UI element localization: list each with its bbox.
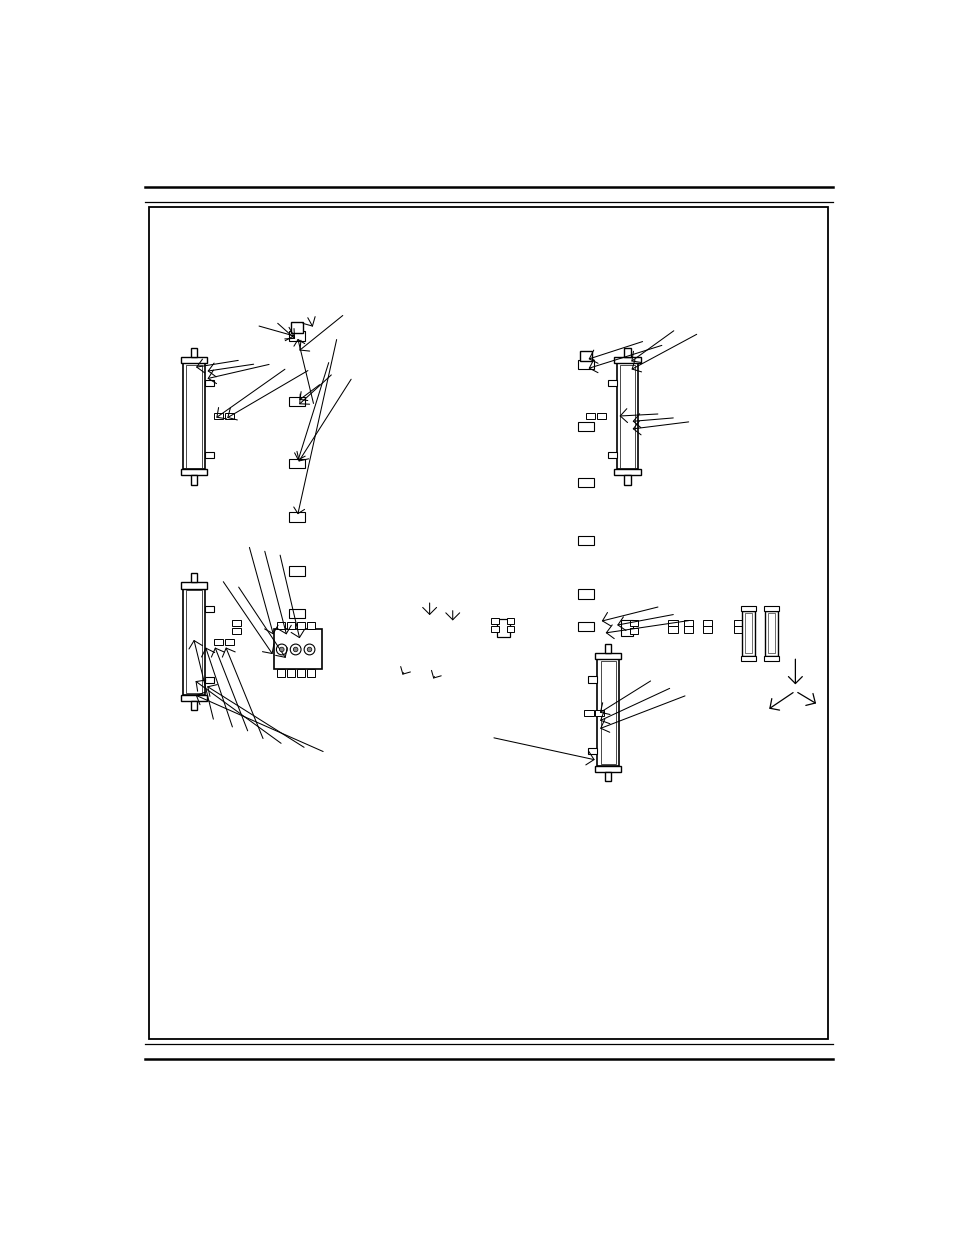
Bar <box>616 363 638 469</box>
Bar <box>506 626 514 632</box>
Bar <box>629 620 637 626</box>
Bar <box>595 653 620 659</box>
Bar <box>181 695 207 701</box>
Bar <box>191 701 197 710</box>
Bar <box>595 766 620 772</box>
Bar <box>668 626 677 632</box>
Bar <box>619 364 635 468</box>
Bar <box>297 621 305 630</box>
Bar <box>289 567 305 576</box>
Bar <box>274 630 321 669</box>
Bar <box>624 347 630 357</box>
Bar <box>183 363 205 469</box>
Bar <box>578 359 593 369</box>
Bar <box>620 620 632 636</box>
Circle shape <box>279 647 284 652</box>
Bar <box>614 469 640 475</box>
Bar <box>614 357 640 363</box>
Bar <box>205 677 213 683</box>
Bar <box>624 475 630 484</box>
Bar <box>578 589 593 599</box>
Bar <box>668 620 677 626</box>
Bar <box>743 614 752 653</box>
Bar <box>763 605 779 611</box>
Bar <box>607 452 616 458</box>
Bar <box>702 626 712 632</box>
Bar <box>683 620 692 626</box>
Bar <box>183 589 205 695</box>
Bar <box>191 347 197 357</box>
Circle shape <box>307 647 312 652</box>
Bar <box>767 614 775 653</box>
Bar <box>232 627 241 634</box>
Bar <box>497 619 510 637</box>
Bar <box>491 618 498 624</box>
Bar <box>764 611 777 656</box>
Bar <box>741 611 754 656</box>
Bar <box>191 573 197 583</box>
Circle shape <box>290 645 301 655</box>
Bar <box>289 458 305 468</box>
Bar <box>291 322 303 333</box>
Bar <box>205 452 213 458</box>
Bar <box>491 626 498 632</box>
Bar <box>289 609 305 618</box>
Bar <box>597 659 618 766</box>
Bar <box>225 638 233 645</box>
Bar <box>191 475 197 484</box>
Circle shape <box>276 645 287 655</box>
Bar <box>584 710 593 716</box>
Bar <box>213 638 223 645</box>
Bar <box>277 621 285 630</box>
Bar <box>740 656 756 661</box>
Bar <box>740 605 756 611</box>
Bar <box>181 583 207 589</box>
Circle shape <box>293 647 297 652</box>
Bar <box>600 661 616 764</box>
Bar <box>585 412 595 419</box>
Bar <box>289 331 305 341</box>
Bar <box>733 626 742 632</box>
Bar <box>181 357 207 363</box>
Bar <box>205 605 213 611</box>
Bar <box>579 351 592 362</box>
Bar <box>629 627 637 634</box>
Bar <box>150 207 827 1039</box>
Bar <box>277 669 285 677</box>
Bar <box>588 748 597 755</box>
Bar <box>702 620 712 626</box>
Bar <box>604 645 611 653</box>
Bar <box>763 656 779 661</box>
Bar <box>232 620 241 626</box>
Bar <box>683 626 692 632</box>
Bar <box>297 669 305 677</box>
Bar <box>607 380 616 387</box>
Bar <box>733 620 742 626</box>
Bar <box>289 513 305 521</box>
Bar <box>186 590 201 693</box>
Bar <box>596 412 605 419</box>
Bar <box>287 621 294 630</box>
Bar <box>289 396 305 406</box>
Bar <box>307 621 314 630</box>
Bar <box>578 478 593 487</box>
Bar <box>181 469 207 475</box>
Bar <box>578 621 593 631</box>
Bar <box>307 669 314 677</box>
Circle shape <box>304 645 314 655</box>
Bar <box>213 412 223 419</box>
Bar <box>287 669 294 677</box>
Bar <box>595 710 604 716</box>
Bar <box>506 618 514 624</box>
Bar <box>186 364 201 468</box>
Bar <box>205 380 213 387</box>
Bar <box>225 412 233 419</box>
Bar <box>578 421 593 431</box>
Bar <box>578 536 593 545</box>
Bar <box>604 772 611 782</box>
Bar <box>588 677 597 683</box>
